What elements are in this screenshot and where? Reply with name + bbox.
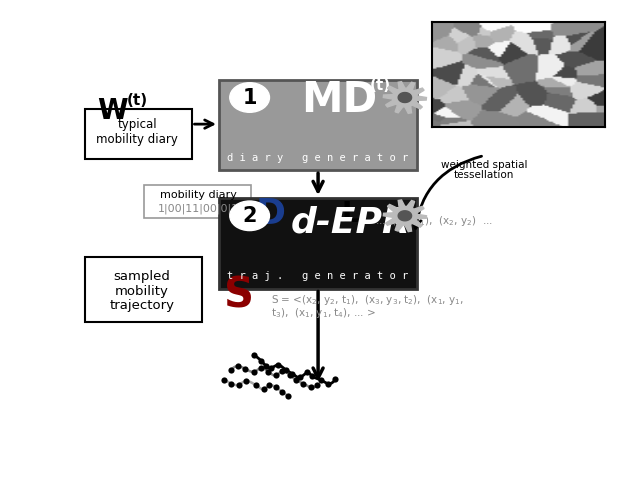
Text: L: L (342, 200, 359, 228)
Point (298, 380, 308, 387)
Point (256, 364, 266, 372)
Point (312, 381, 322, 388)
Text: 1|00|11|00|0|1: 1|00|11|00|0|1 (157, 203, 239, 214)
Point (232, 362, 243, 370)
Text: S: S (224, 275, 253, 317)
Point (271, 384, 281, 391)
Text: S = <(x$_2$, y$_2$, t$_1$),  (x$_3$, y$_3$, t$_2$),  (x$_1$, y$_1$,: S = <(x$_2$, y$_2$, t$_1$), (x$_3$, y$_3… (271, 293, 464, 307)
Point (234, 381, 244, 388)
Point (271, 372, 281, 379)
Text: D: D (256, 197, 286, 230)
Text: d i a r y   g e n e r a t o r: d i a r y g e n e r a t o r (227, 153, 409, 163)
Point (294, 373, 305, 381)
Point (240, 365, 250, 372)
Point (256, 357, 266, 364)
Text: t r a j .   g e n e r a t o r: t r a j . g e n e r a t o r (227, 271, 409, 281)
Point (285, 371, 295, 379)
Text: ...  (x$_1$, y$_1$),  (x$_2$, y$_2$)  ...: ... (x$_1$, y$_1$), (x$_2$, y$_2$) ... (375, 214, 493, 228)
Point (316, 376, 326, 384)
Text: (t): (t) (127, 93, 148, 108)
Point (273, 361, 284, 369)
Point (277, 388, 287, 396)
Point (248, 351, 259, 359)
Point (264, 382, 275, 389)
Point (307, 372, 317, 380)
Point (287, 370, 298, 377)
Circle shape (230, 201, 269, 230)
Point (330, 375, 340, 383)
Text: mobility: mobility (115, 285, 169, 298)
Text: mobility diary: mobility diary (96, 133, 178, 146)
Point (305, 384, 316, 391)
Text: 2: 2 (243, 206, 257, 226)
FancyBboxPatch shape (85, 257, 202, 322)
Point (277, 367, 287, 375)
Text: trajectory: trajectory (109, 300, 175, 312)
Point (264, 368, 274, 376)
Text: W: W (97, 97, 128, 125)
FancyBboxPatch shape (85, 109, 191, 159)
Polygon shape (398, 211, 412, 221)
Point (261, 362, 271, 370)
Text: tessellation: tessellation (454, 170, 515, 180)
Polygon shape (398, 93, 412, 103)
Text: t$_3$),  (x$_1$, y$_1$, t$_4$), ... >: t$_3$), (x$_1$, y$_1$, t$_4$), ... > (271, 306, 376, 320)
Point (248, 368, 259, 376)
Text: 1: 1 (243, 87, 257, 108)
Point (226, 380, 236, 387)
Point (226, 366, 236, 374)
Text: typical: typical (117, 118, 157, 131)
Polygon shape (383, 200, 426, 232)
Point (281, 366, 291, 374)
FancyBboxPatch shape (219, 80, 417, 170)
Point (219, 376, 229, 384)
Point (323, 380, 333, 387)
Text: sampled: sampled (113, 270, 170, 283)
Point (266, 364, 276, 372)
FancyBboxPatch shape (145, 185, 251, 218)
FancyBboxPatch shape (219, 198, 417, 288)
Circle shape (230, 83, 269, 112)
Point (251, 382, 261, 389)
Text: weighted spatial: weighted spatial (441, 160, 527, 170)
Text: (t): (t) (370, 78, 391, 93)
Text: mobility diary: mobility diary (159, 190, 237, 200)
Text: d-EPR: d-EPR (291, 205, 411, 239)
Point (283, 392, 293, 400)
Text: MD: MD (301, 79, 377, 121)
Point (302, 369, 312, 376)
Polygon shape (383, 82, 426, 113)
Point (241, 377, 252, 385)
Point (291, 376, 301, 384)
Point (259, 385, 269, 393)
